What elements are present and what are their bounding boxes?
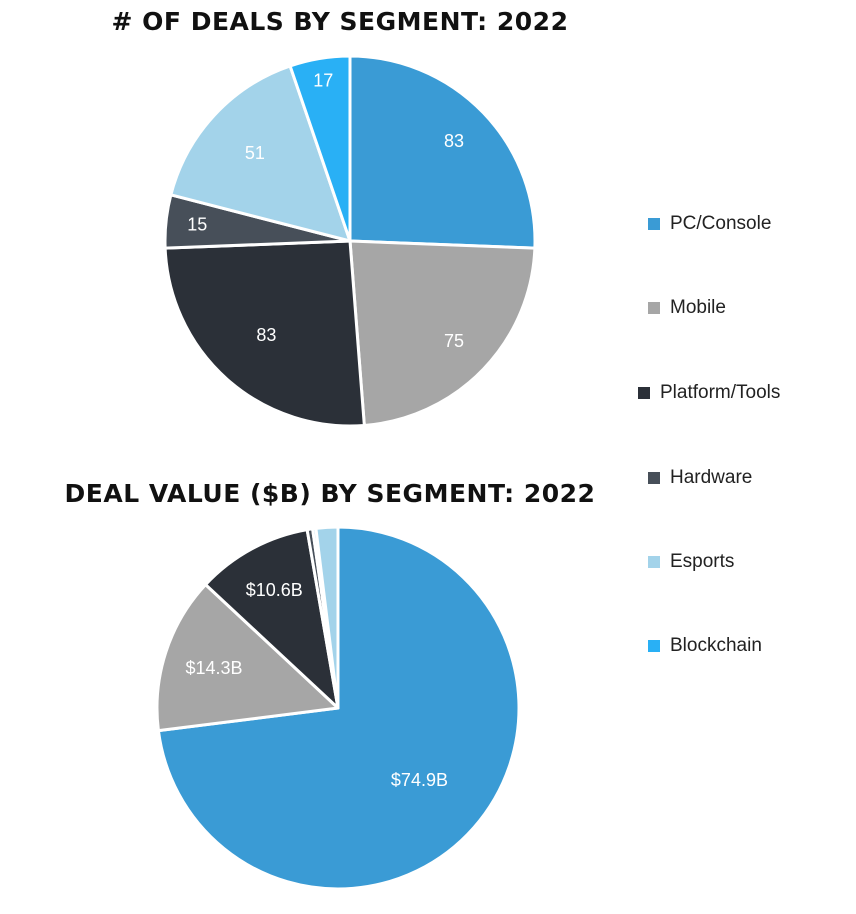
legend-label: Hardware	[670, 467, 753, 488]
chart-title-deal-value: DEAL VALUE ($B) BY SEGMENT: 2022	[64, 479, 596, 508]
pie-slice-platform-tools	[204, 528, 340, 710]
slice-label: 75	[444, 331, 464, 351]
pie-slice-mobile	[155, 583, 340, 733]
legend-swatch	[648, 556, 660, 568]
slice-label: 51	[245, 143, 265, 163]
slice-label: 15	[187, 215, 207, 235]
pie-slice-esports	[169, 64, 352, 243]
slice-label: 83	[444, 131, 464, 151]
chart-title-deals: # OF DEALS BY SEGMENT: 2022	[111, 7, 569, 36]
legend-item-hardware: Hardware	[648, 466, 752, 490]
pie-slice-mobile	[348, 239, 537, 427]
legend-item-esports: Esports	[648, 550, 734, 574]
legend-item-pc-console: PC/Console	[648, 212, 771, 236]
pie-slice-pc-console	[348, 54, 537, 250]
pie-slice-platform-tools	[163, 239, 366, 428]
legend-item-platform-tools: Platform/Tools	[638, 381, 780, 405]
pie-slice-blockchain	[314, 525, 340, 710]
legend-swatch	[648, 472, 660, 484]
legend-label: Platform/Tools	[660, 382, 781, 403]
legend-swatch	[648, 218, 660, 230]
slice-label: $10.6B	[246, 580, 303, 600]
legend-swatch	[648, 640, 660, 652]
slice-label: 17	[313, 70, 333, 90]
legend-label: Blockchain	[670, 635, 762, 656]
legend-item-blockchain: Blockchain	[648, 634, 762, 658]
legend-item-mobile: Mobile	[648, 296, 726, 320]
slice-label: $14.3B	[185, 658, 242, 678]
legend-label: Esports	[670, 551, 735, 572]
pie-slice-blockchain	[288, 54, 352, 243]
legend-label: Mobile	[670, 297, 726, 318]
legend-label: PC/Console	[670, 213, 772, 234]
legend-swatch	[648, 302, 660, 314]
slice-label: $74.9B	[391, 770, 448, 790]
legend-swatch	[638, 387, 650, 399]
slice-label: 83	[256, 325, 276, 345]
